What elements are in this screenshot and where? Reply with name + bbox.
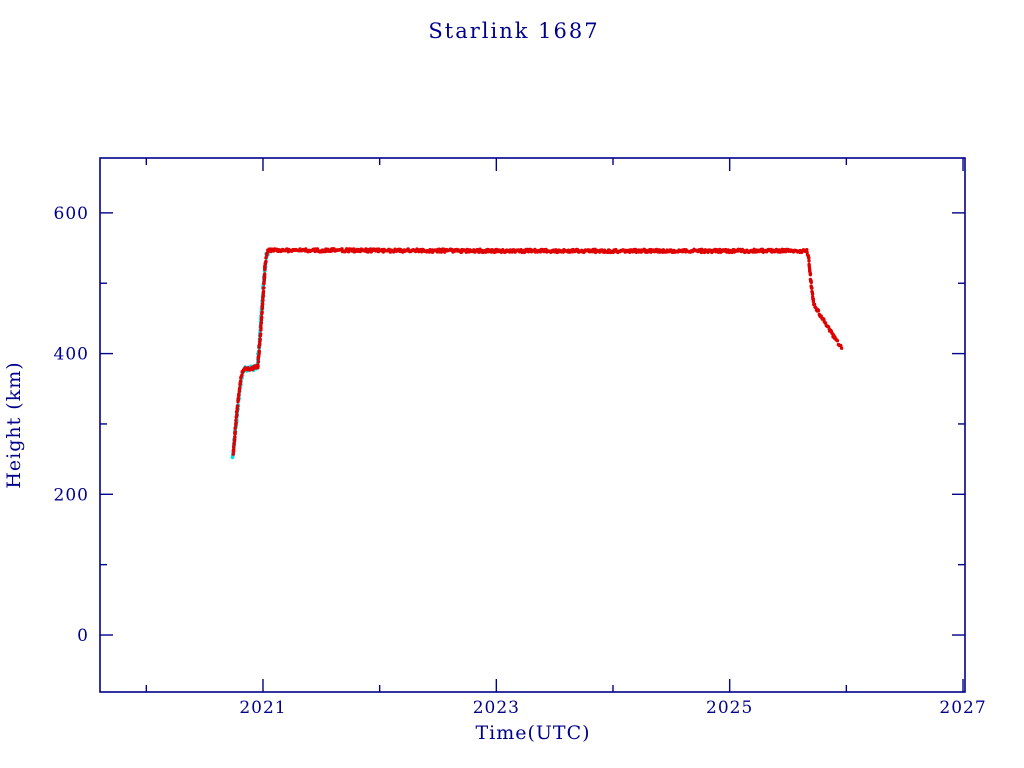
x-tick-label: 2021 <box>239 698 286 718</box>
x-axis-label: Time(UTC) <box>475 722 590 744</box>
x-tick-label: 2025 <box>706 698 753 718</box>
chart-title: Starlink 1687 <box>428 19 599 43</box>
plot-frame <box>99 157 966 693</box>
y-tick-label: 600 <box>54 204 89 224</box>
y-tick-label: 200 <box>54 485 89 505</box>
series-height-history <box>231 247 844 456</box>
y-axis-label: Height (km) <box>3 361 25 488</box>
x-tick-label: 2027 <box>939 698 986 718</box>
x-tick-label: 2023 <box>473 698 520 718</box>
axis-ticks <box>100 158 965 692</box>
y-tick-label: 0 <box>77 626 89 646</box>
y-tick-label: 400 <box>54 345 89 365</box>
data-series <box>230 247 844 460</box>
axis-tick-labels: 2021 2023 2025 2027 0 200 400 600 <box>54 204 986 718</box>
